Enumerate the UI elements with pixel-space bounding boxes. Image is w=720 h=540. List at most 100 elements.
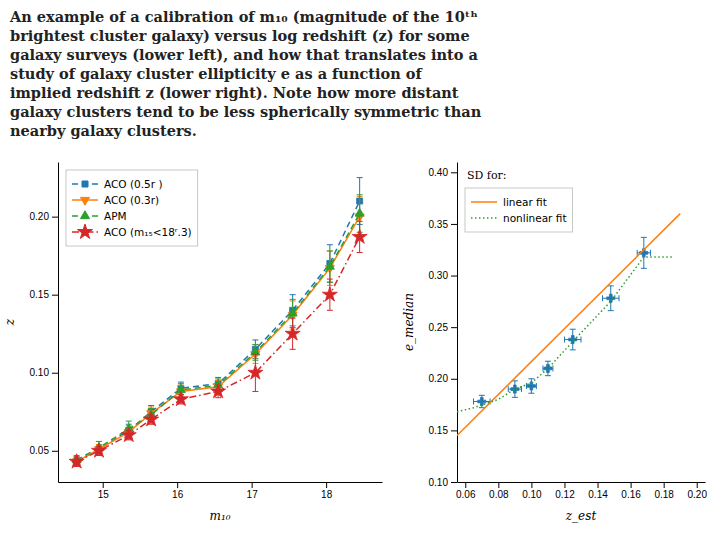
legend-item: ACO (m₁₅<18ʳ.3) bbox=[72, 224, 192, 238]
x-axis-tick-mark bbox=[103, 482, 104, 488]
y-axis-tick-mark bbox=[451, 482, 457, 483]
point bbox=[248, 365, 263, 379]
x-axis-tick-label: 0.14 bbox=[588, 489, 608, 500]
y-axis-tick-mark bbox=[451, 224, 457, 225]
series-line bbox=[77, 214, 360, 461]
x-axis-tick-label: 17 bbox=[247, 489, 259, 500]
point bbox=[355, 208, 364, 216]
y-axis-tick-label: 0.10 bbox=[429, 477, 449, 488]
x-axis-tick-mark bbox=[252, 482, 253, 488]
legend-box bbox=[465, 188, 573, 232]
x-axis-tick-mark bbox=[598, 482, 599, 488]
point bbox=[288, 308, 297, 316]
x-axis-tick-mark bbox=[326, 482, 327, 488]
legend-line bbox=[471, 201, 497, 203]
x-axis-tick: 0.06 bbox=[456, 482, 476, 500]
series-line bbox=[77, 237, 360, 462]
x-axis-tick: 18 bbox=[321, 482, 333, 500]
y-axis-tick: 0.35 bbox=[429, 219, 457, 230]
point bbox=[569, 336, 577, 344]
x-axis-tick-mark bbox=[531, 482, 532, 488]
x-axis: 15161718 bbox=[59, 482, 383, 500]
x-axis-tick: 0.20 bbox=[687, 482, 707, 500]
series bbox=[72, 196, 364, 467]
y-axis-tick-label: 0.05 bbox=[30, 445, 50, 456]
point bbox=[173, 391, 188, 405]
x-axis-tick-label: 0.12 bbox=[555, 489, 575, 500]
point bbox=[285, 326, 300, 340]
y-axis-tick-label: 0.20 bbox=[429, 373, 449, 384]
x-axis-tick: 17 bbox=[247, 482, 259, 500]
plot-area bbox=[69, 178, 367, 468]
y-axis-tick-label: 0.35 bbox=[429, 219, 449, 230]
y-axis-tick: 0.30 bbox=[429, 270, 457, 281]
point bbox=[144, 412, 159, 426]
title: An example of a calibration of m₁₀ (magn… bbox=[9, 8, 482, 139]
y-axis-tick-mark bbox=[52, 295, 58, 296]
title-line: galaxy surveys (lower left), and how tha… bbox=[10, 46, 478, 63]
title-line: galaxy clusters tend to be less spherica… bbox=[10, 103, 482, 120]
x-axis-tick: 0.10 bbox=[522, 482, 542, 500]
x-axis-label: m₁₀ bbox=[210, 509, 231, 523]
y-axis: 0.05 0.10 0.15 0.20 bbox=[30, 163, 59, 483]
x-axis-tick-label: 0.08 bbox=[489, 489, 509, 500]
subplot: 0.060.080.100.120.140.160.180.200.100.15… bbox=[402, 163, 707, 524]
y-axis: 0.10 0.15 0.20 0.25 0.30 0.35 0.40 bbox=[429, 163, 458, 488]
chart-container: An example of a calibration of m₁₀ (magn… bbox=[0, 0, 720, 540]
y-axis-tick-mark bbox=[451, 172, 457, 173]
legend-box bbox=[66, 170, 198, 246]
y-axis-tick: 0.15 bbox=[30, 289, 58, 300]
y-axis-tick-mark bbox=[451, 379, 457, 380]
point bbox=[91, 443, 106, 457]
y-axis-tick-label: 0.15 bbox=[429, 425, 449, 436]
title-line: study of galaxy cluster ellipticity e as… bbox=[10, 65, 423, 82]
title-line: nearby galaxy clusters. bbox=[10, 122, 197, 139]
x-axis-tick-label: 0.16 bbox=[621, 489, 641, 500]
point bbox=[121, 427, 136, 441]
x-axis-tick: 0.16 bbox=[621, 482, 641, 500]
legend-label: ACO (0.3r) bbox=[104, 194, 159, 206]
x-axis-line bbox=[59, 482, 383, 483]
y-axis-tick: 0.20 bbox=[429, 373, 457, 384]
y-axis-tick-label: 0.15 bbox=[30, 289, 50, 300]
point bbox=[69, 454, 84, 468]
y-axis-tick-label: 0.30 bbox=[429, 270, 449, 281]
figure: An example of a calibration of m₁₀ (magn… bbox=[0, 0, 720, 540]
point bbox=[352, 229, 367, 243]
x-axis-tick-label: 0.10 bbox=[522, 489, 542, 500]
x-axis-tick-label: 16 bbox=[172, 489, 184, 500]
y-axis-tick: 0.10 bbox=[30, 367, 58, 378]
y-axis-tick: 0.10 bbox=[429, 477, 457, 488]
y-axis-tick: 0.20 bbox=[30, 211, 58, 222]
legend: ACO (0.5r ) ACO (0.3r) APM ACO (m₁₅<18ʳ.3) bbox=[66, 170, 198, 246]
x-axis-tick: 0.08 bbox=[489, 482, 509, 500]
point bbox=[211, 384, 226, 398]
point bbox=[511, 385, 519, 393]
x-axis-tick-mark bbox=[465, 482, 466, 488]
legend-item: ACO (0.5r ) bbox=[72, 178, 162, 190]
legend-marker bbox=[82, 181, 88, 187]
legend-label: APM bbox=[104, 210, 127, 222]
legend-item: APM bbox=[72, 210, 127, 222]
legend-label: nonlinear fit bbox=[503, 212, 567, 224]
x-axis-tick: 0.14 bbox=[588, 482, 608, 500]
y-axis-tick-label: 0.10 bbox=[30, 367, 50, 378]
legend-item: ACO (0.3r) bbox=[72, 194, 159, 206]
x-axis-label: z_est bbox=[565, 509, 597, 523]
legend-item: linear fit bbox=[471, 196, 547, 208]
series bbox=[474, 237, 651, 407]
y-axis-tick-mark bbox=[451, 430, 457, 431]
x-axis-tick-mark bbox=[664, 482, 665, 488]
title-line: An example of a calibration of m₁₀ (magn… bbox=[9, 8, 478, 25]
x-axis-tick-mark bbox=[697, 482, 698, 488]
y-axis-tick-label: 0.40 bbox=[429, 167, 449, 178]
x-axis-tick-mark bbox=[631, 482, 632, 488]
y-axis-tick: 0.15 bbox=[429, 425, 457, 436]
x-axis: 0.060.080.100.120.140.160.180.20 bbox=[456, 482, 707, 500]
y-axis-tick-mark bbox=[451, 327, 457, 328]
y-axis-label: z bbox=[3, 318, 17, 326]
point bbox=[607, 294, 615, 302]
y-axis-tick: 0.25 bbox=[429, 322, 457, 333]
annotation: SD for: bbox=[467, 169, 507, 182]
series bbox=[72, 195, 364, 465]
